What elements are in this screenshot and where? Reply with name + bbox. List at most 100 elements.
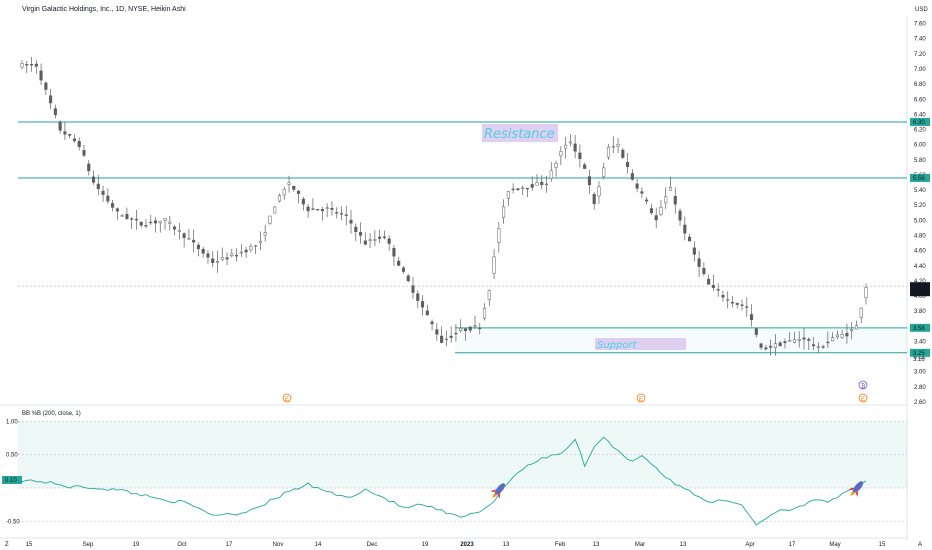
candle <box>363 240 367 245</box>
candle <box>502 206 506 218</box>
rocket-icon <box>490 483 506 499</box>
candle <box>34 63 38 67</box>
indicator-title: BB %B (200, close, 1) <box>22 411 81 417</box>
candle <box>759 343 763 348</box>
price-tick: 5.80 <box>914 158 926 164</box>
candle <box>106 195 110 202</box>
candle <box>215 261 220 263</box>
time-tick: 17 <box>226 542 233 548</box>
candle <box>158 220 162 224</box>
currency-label: USD <box>915 7 928 13</box>
candle <box>111 203 115 208</box>
candle <box>120 215 124 217</box>
candle <box>454 332 458 335</box>
candle <box>692 247 696 255</box>
indicator-gridlines <box>18 421 907 522</box>
earnings-marker[interactable]: E <box>282 393 292 403</box>
candle <box>239 251 243 254</box>
candle <box>821 346 825 348</box>
levels-group <box>18 121 907 354</box>
candle <box>487 290 491 300</box>
candle <box>845 333 849 337</box>
dividend-marker[interactable]: ₿ <box>858 380 868 390</box>
earnings-marker[interactable]: E <box>858 393 868 403</box>
support-label-box <box>595 338 686 350</box>
time-axis: 15 Sep 19 Oct 17 Nov 14 Dec 19 2023 13 Feb 13 Mar 13 Ap… <box>26 542 886 548</box>
badge-r2-label: 5.56 <box>913 176 925 182</box>
candle <box>645 199 649 202</box>
candle <box>835 334 839 338</box>
chart-title: Virgin Galactic Holdings, Inc., 1D, NYSE… <box>22 6 186 13</box>
candle <box>659 207 663 215</box>
candle <box>287 182 291 185</box>
candle <box>769 345 773 348</box>
candle <box>297 191 301 194</box>
badge-s2-label: 3.25 <box>913 351 925 357</box>
auto-scale-toggle[interactable]: A <box>918 542 922 548</box>
candle <box>535 182 539 186</box>
log-toggle[interactable]: Z <box>5 542 9 548</box>
candle <box>850 329 854 331</box>
candle <box>606 146 611 158</box>
candle <box>525 187 529 190</box>
candle <box>702 267 706 275</box>
candle <box>87 163 91 172</box>
candle <box>492 256 496 274</box>
candle <box>325 207 329 209</box>
candle <box>68 134 72 136</box>
time-tick: Apr <box>745 542 754 548</box>
candle <box>230 253 234 256</box>
price-tick: 5.40 <box>914 188 926 194</box>
candle <box>320 209 324 212</box>
candle <box>816 346 820 348</box>
candles-group <box>20 56 868 356</box>
candle <box>764 347 768 350</box>
time-tick: Nov <box>273 542 284 548</box>
badge-r1-label: 6.30 <box>913 120 925 126</box>
candle <box>449 335 453 338</box>
candle <box>597 186 601 197</box>
price-tick: 3.20 <box>914 355 926 361</box>
price-tick: 7.20 <box>914 52 926 58</box>
candle <box>58 121 62 131</box>
candle <box>559 151 563 157</box>
candle <box>668 186 673 191</box>
indicator-line <box>21 436 867 526</box>
badge-last-price-2: 4.09 <box>914 291 926 297</box>
badge-last-price: 4.13 <box>914 284 926 290</box>
candle <box>654 215 658 221</box>
candle <box>225 257 229 260</box>
candle <box>292 185 296 190</box>
time-tick: Dec <box>367 542 378 548</box>
candle <box>735 303 739 305</box>
candle <box>463 328 468 331</box>
price-tick: 6.40 <box>914 112 926 118</box>
price-tick: 3.00 <box>914 370 926 376</box>
time-tick: 13 <box>680 542 687 548</box>
price-tick: 6.80 <box>914 82 926 88</box>
candle <box>44 82 48 90</box>
candle <box>72 138 77 142</box>
candle <box>854 325 859 330</box>
candle <box>864 287 868 298</box>
time-tick: 19 <box>133 542 140 548</box>
candle <box>53 108 57 116</box>
candle <box>96 183 100 190</box>
candle <box>616 143 620 147</box>
candle <box>730 302 735 304</box>
earnings-marker[interactable]: E <box>636 393 646 403</box>
candle <box>726 299 730 301</box>
candle <box>196 244 200 249</box>
time-tick: Mar <box>635 542 645 548</box>
candle <box>282 189 286 196</box>
price-tick: 6.00 <box>914 143 926 149</box>
candle <box>516 188 520 191</box>
candle <box>621 149 625 158</box>
candle <box>745 306 749 308</box>
price-tick: 4.40 <box>914 264 926 270</box>
candle <box>182 233 186 238</box>
price-tick: 6.60 <box>914 97 926 103</box>
candle <box>549 170 553 179</box>
support-label: Support <box>597 340 638 351</box>
candle <box>29 63 34 66</box>
